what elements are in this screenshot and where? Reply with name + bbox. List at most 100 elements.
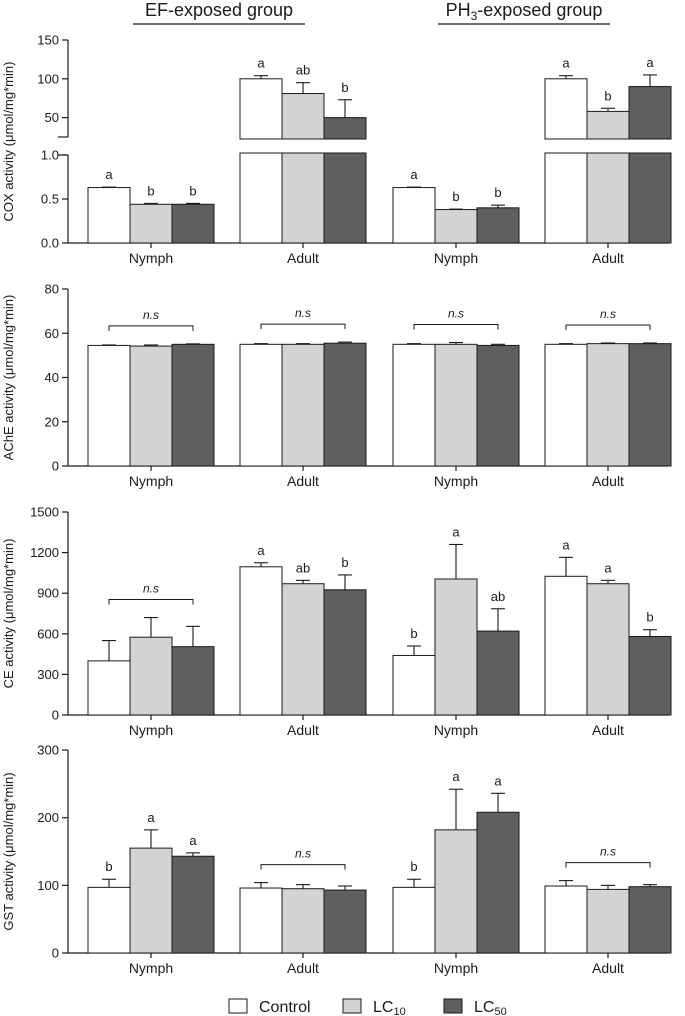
- legend-swatch-control: [228, 998, 248, 1014]
- significance-letter: a: [105, 167, 113, 182]
- y-tick-label: 200: [37, 810, 59, 825]
- bar-lc10: [129, 847, 173, 954]
- bar-lc10: [586, 888, 630, 954]
- ns-bracket: [565, 862, 651, 868]
- bar-control: [392, 886, 436, 954]
- ef-group-header: EF-exposed group: [145, 0, 293, 20]
- y-tick-label: 300: [37, 743, 59, 758]
- legend-swatch-lc50: [443, 998, 463, 1014]
- legend-label-control: Control: [259, 999, 311, 1016]
- bar-control: [544, 78, 588, 140]
- bar-lc10: [586, 583, 630, 716]
- bar-lc50: [476, 207, 520, 244]
- significance-letter: b: [604, 88, 611, 103]
- y-tick-label: 0: [52, 708, 59, 723]
- bar-control: [239, 343, 283, 467]
- bar-lc50: [476, 344, 520, 467]
- significance-letter: a: [452, 524, 460, 539]
- bar-lc10: [129, 203, 173, 244]
- x-category-label: Nymph: [434, 722, 478, 738]
- bar-control: [392, 343, 436, 467]
- significance-letter: b: [452, 189, 459, 204]
- significance-letter: b: [147, 183, 154, 198]
- y-axis-label: CE activity (μmol/mg*min): [1, 539, 16, 689]
- ph3-header-prefix: PH: [446, 0, 471, 20]
- x-category-label: Nymph: [434, 250, 478, 266]
- ns-label: n.s: [448, 307, 464, 321]
- ns-bracket: [260, 323, 346, 330]
- legend-label-lc10: LC10: [373, 999, 406, 1016]
- bar-lc10: [434, 343, 478, 467]
- significance-letter: b: [341, 555, 348, 570]
- ns-label: n.s: [143, 582, 159, 596]
- bar-lc10-lower: [586, 152, 630, 244]
- bar-control: [87, 187, 131, 244]
- significance-letter: ab: [296, 63, 310, 78]
- significance-letter: ab: [296, 560, 310, 575]
- y-tick-label: 0.5: [41, 192, 59, 207]
- x-category-label: Nymph: [434, 960, 478, 976]
- bar-lc10: [586, 110, 630, 140]
- chart-panel-3: CE activity (μmol/mg*min) 0 300 600 900 1200 1…: [1, 505, 672, 738]
- x-category-label: Adult: [592, 722, 624, 738]
- ph3-header-sub: 3: [471, 9, 478, 23]
- bar-lc10-lower: [281, 152, 325, 244]
- legend-label-lc50: LC50: [474, 999, 507, 1016]
- chart-panel-2: AChE activity (μmol/mg*min) 0 20 40 60 80 Nymp…: [1, 282, 672, 489]
- bar-control: [87, 344, 131, 467]
- x-category-label: Adult: [592, 960, 624, 976]
- significance-letter: b: [105, 859, 112, 874]
- x-category-label: Nymph: [129, 473, 173, 489]
- bar-control-lower: [544, 152, 588, 244]
- bar-lc50: [171, 203, 215, 244]
- y-tick-label: 1200: [30, 545, 59, 560]
- significance-letter: b: [494, 185, 501, 200]
- significance-letter: a: [452, 769, 460, 784]
- bar-break-gap: [323, 140, 367, 152]
- ns-label: n.s: [600, 307, 616, 321]
- y-tick-label: 20: [45, 414, 59, 429]
- significance-letter: a: [147, 810, 155, 825]
- ph3-group-header: PH3-exposed group: [446, 0, 603, 23]
- x-category-label: Adult: [592, 250, 624, 266]
- x-category-label: Adult: [287, 473, 319, 489]
- legend-lc50-base: LC: [474, 999, 494, 1016]
- ns-label: n.s: [600, 845, 616, 859]
- y-tick-label: 80: [45, 282, 59, 297]
- legend-lc50-sub: 50: [494, 1006, 506, 1016]
- x-category-label: Adult: [287, 250, 319, 266]
- y-tick-label: 1.0: [41, 148, 59, 163]
- bar-break-gap: [281, 140, 325, 152]
- bar-lc50: [171, 855, 215, 954]
- significance-letter: a: [604, 560, 612, 575]
- bar-control: [392, 187, 436, 244]
- bar-control: [87, 660, 131, 716]
- bar-lc10: [434, 578, 478, 716]
- bar-control: [544, 575, 588, 716]
- y-tick-label: 100: [37, 71, 59, 86]
- significance-letter: a: [494, 773, 502, 788]
- bar-lc10: [281, 93, 325, 140]
- significance-letter: b: [646, 610, 653, 625]
- chart-panel-4: GST activity (μmol/mg*min) 0 100 200 300 Nymp…: [1, 743, 672, 976]
- x-category-label: Adult: [287, 960, 319, 976]
- legend-lc10-base: LC: [373, 999, 393, 1016]
- bar-control: [239, 78, 283, 140]
- bar-lc50: [628, 343, 672, 467]
- legend-swatch-lc10: [342, 998, 362, 1014]
- bar-lc10: [434, 829, 478, 954]
- significance-letter: a: [562, 537, 570, 552]
- bar-lc50: [323, 889, 367, 954]
- x-category-label: Nymph: [129, 960, 173, 976]
- significance-letter: a: [189, 833, 197, 848]
- y-tick-label: 150: [37, 33, 59, 48]
- bar-lc50: [171, 343, 215, 467]
- bar-control: [87, 886, 131, 954]
- bar-control: [239, 566, 283, 716]
- ns-bracket: [413, 324, 499, 330]
- bar-lc10: [281, 583, 325, 716]
- charts-layer: COX activity (μmol/mg*min) 0.0 0.5 1.0 50 100…: [1, 33, 672, 976]
- y-tick-label: 100: [37, 878, 59, 893]
- y-tick-label: 60: [45, 326, 59, 341]
- bar-break-gap: [239, 140, 283, 152]
